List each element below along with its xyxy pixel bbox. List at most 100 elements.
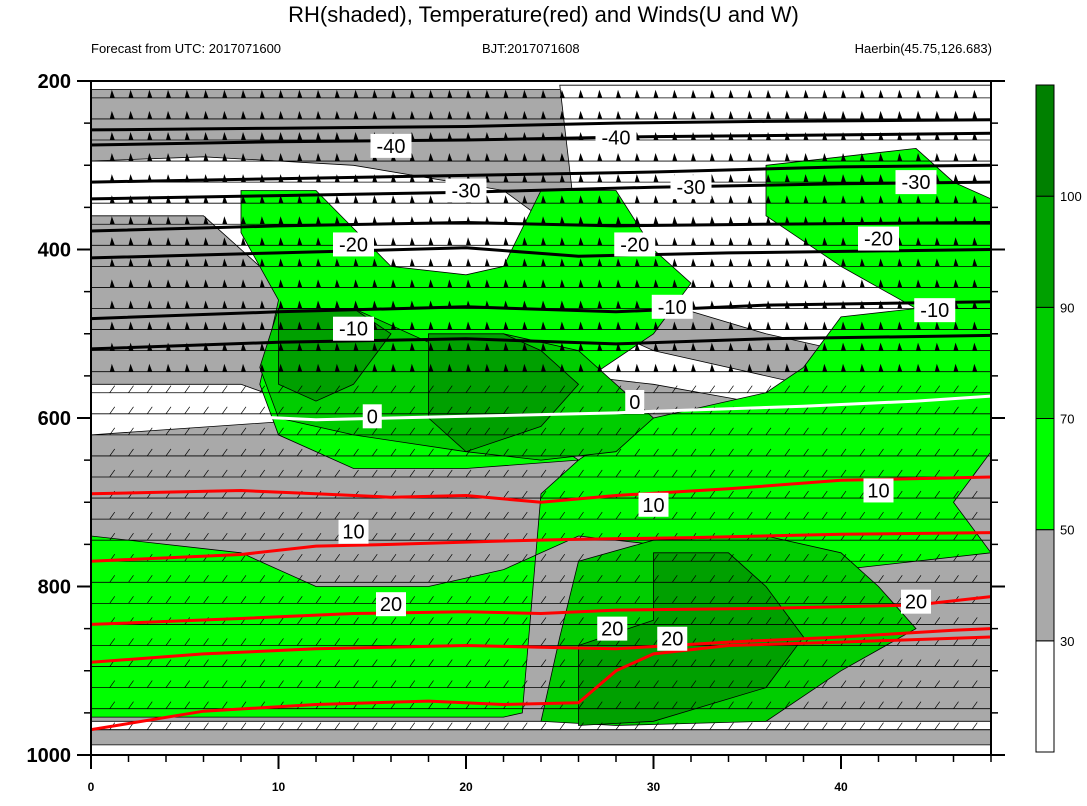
wind-barb	[934, 490, 941, 499]
wind-barb	[690, 680, 697, 688]
wind-flag	[241, 279, 246, 288]
wind-flag	[203, 342, 209, 351]
wind-flag	[766, 258, 771, 267]
wind-flag	[934, 279, 940, 288]
wind-barb	[203, 532, 209, 541]
wind-barb	[428, 575, 434, 583]
wind-flag	[241, 153, 246, 161]
wind-flag	[259, 258, 265, 267]
wind-barb	[971, 701, 978, 709]
wind-barb	[184, 722, 191, 730]
wind-flag	[184, 195, 190, 204]
wind-barb	[503, 532, 509, 541]
wind-flag	[953, 110, 959, 119]
wind-barb	[953, 406, 959, 414]
wind-flag	[897, 89, 903, 98]
wind-barb	[315, 659, 322, 667]
wind-barb	[746, 554, 753, 562]
wind-barb	[390, 659, 397, 667]
wind-flag	[372, 363, 378, 372]
wind-barb	[165, 511, 172, 520]
wind-barb	[784, 511, 791, 520]
wind-barb	[840, 680, 847, 688]
wind-barb	[896, 554, 903, 562]
wind-flag	[372, 89, 378, 98]
wind-flag	[728, 174, 734, 183]
wind-barb	[615, 722, 622, 730]
wind-barb	[784, 680, 791, 688]
wind-barb	[746, 469, 753, 478]
wind-flag	[184, 258, 190, 267]
wind-flag	[916, 237, 921, 246]
isotherm-1	[91, 131, 991, 147]
wind-barb	[596, 575, 603, 583]
wind-barb	[765, 659, 772, 667]
wind-barb	[446, 680, 453, 688]
wind-flag	[559, 321, 565, 330]
wind-flag	[484, 342, 490, 351]
wind-barb	[596, 469, 603, 478]
wind-barb	[371, 385, 378, 393]
wind-barb	[278, 385, 284, 393]
wind-flag	[841, 153, 846, 161]
wind-barb	[390, 680, 397, 688]
wind-barb	[578, 554, 584, 562]
contour-label-11: 0	[362, 404, 382, 429]
wind-barb	[428, 701, 434, 709]
wind-flag	[709, 89, 715, 98]
wind-flag	[747, 279, 753, 288]
wind-flag	[672, 237, 678, 246]
wind-flag	[878, 195, 884, 204]
wind-flag	[128, 132, 134, 140]
wind-flag	[803, 216, 809, 225]
wind-barb	[521, 617, 528, 625]
wind-flag	[859, 110, 865, 119]
wind-barb	[784, 448, 791, 457]
wind-barb	[878, 385, 884, 393]
wind-barb	[896, 701, 903, 709]
contour-label-box	[657, 626, 688, 651]
wind-barb	[446, 659, 453, 667]
wind-flag	[297, 342, 303, 351]
wind-flag	[672, 110, 678, 119]
wind-flag	[128, 321, 134, 330]
wind-barb	[259, 596, 266, 604]
wind-flag	[972, 195, 978, 204]
wind-flag	[503, 153, 509, 161]
wind-flag	[766, 321, 771, 330]
wind-flag	[278, 195, 284, 204]
wind-barb	[709, 596, 716, 604]
wind-barb	[221, 427, 228, 436]
wind-barb	[165, 469, 172, 478]
wind-flag	[522, 300, 528, 309]
wind-flag	[522, 237, 528, 246]
wind-flag	[522, 342, 528, 351]
contour-label-box	[670, 175, 712, 200]
colorbar-swatch-5	[1035, 84, 1055, 197]
wind-barb	[859, 554, 866, 562]
wind-barb	[240, 575, 247, 583]
wind-flag	[953, 153, 959, 161]
wind-flag	[334, 300, 340, 309]
wind-barb	[409, 596, 416, 604]
wind-barb	[840, 554, 847, 562]
wind-barb	[821, 490, 828, 499]
wind-flag	[784, 321, 790, 330]
wind-barb	[184, 680, 191, 688]
wind-flag	[372, 195, 378, 204]
wind-barb	[803, 659, 809, 667]
wind-flag	[578, 279, 584, 288]
wind-flag	[222, 279, 228, 288]
wind-barb	[259, 659, 266, 667]
wind-barb	[521, 575, 528, 583]
wind-flag	[728, 237, 734, 246]
wind-flag	[409, 279, 415, 288]
wind-barb	[540, 659, 547, 667]
wind-barb	[840, 575, 847, 583]
wind-barb	[221, 638, 228, 646]
wind-flag	[728, 279, 734, 288]
wind-barb	[615, 659, 622, 667]
wind-barb	[653, 554, 659, 562]
wind-flag	[128, 89, 134, 98]
wind-barb	[184, 406, 191, 414]
